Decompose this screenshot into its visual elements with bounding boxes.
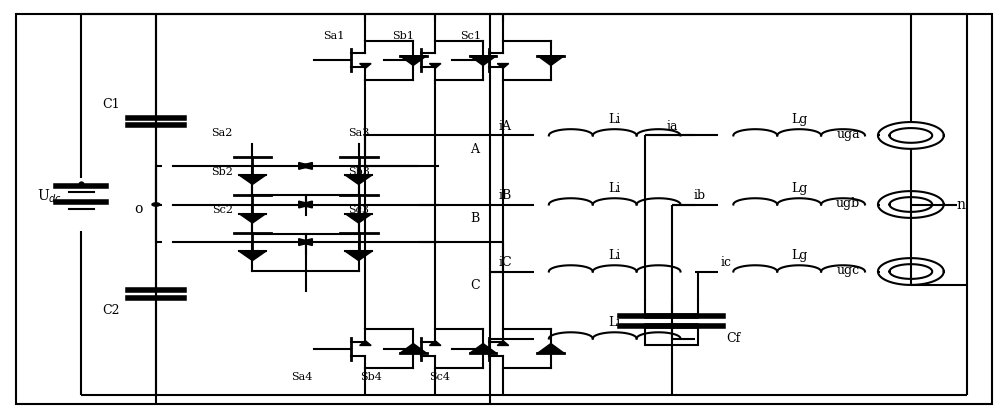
Text: iB: iB bbox=[498, 189, 512, 202]
Polygon shape bbox=[239, 214, 266, 223]
Polygon shape bbox=[345, 214, 372, 223]
Text: C1: C1 bbox=[102, 99, 120, 112]
Text: Sc1: Sc1 bbox=[461, 31, 482, 40]
Polygon shape bbox=[360, 63, 371, 68]
Polygon shape bbox=[429, 341, 441, 346]
Text: uga: uga bbox=[836, 128, 860, 141]
Text: iC: iC bbox=[498, 256, 512, 269]
Text: iA: iA bbox=[498, 120, 511, 133]
Text: Li: Li bbox=[609, 249, 621, 262]
Polygon shape bbox=[400, 344, 427, 353]
Text: o: o bbox=[134, 202, 142, 216]
Polygon shape bbox=[299, 239, 312, 245]
Polygon shape bbox=[299, 162, 312, 169]
Text: Cf: Cf bbox=[726, 332, 740, 345]
Polygon shape bbox=[470, 56, 496, 65]
Polygon shape bbox=[239, 252, 266, 261]
Text: ia: ia bbox=[667, 120, 678, 133]
Polygon shape bbox=[360, 341, 371, 346]
Polygon shape bbox=[299, 239, 312, 245]
Polygon shape bbox=[239, 175, 266, 184]
Text: Lg: Lg bbox=[791, 182, 807, 195]
Text: Sb1: Sb1 bbox=[392, 31, 414, 40]
Polygon shape bbox=[470, 344, 496, 353]
Text: Sb2: Sb2 bbox=[211, 167, 233, 177]
Polygon shape bbox=[299, 162, 312, 169]
Text: Sa1: Sa1 bbox=[323, 31, 344, 40]
Text: Li: Li bbox=[609, 182, 621, 195]
Text: Lg: Lg bbox=[791, 113, 807, 126]
Polygon shape bbox=[345, 252, 372, 261]
Text: ib: ib bbox=[693, 189, 706, 202]
Text: n: n bbox=[956, 198, 965, 211]
Circle shape bbox=[152, 203, 160, 206]
Text: Sc2: Sc2 bbox=[212, 204, 233, 215]
Polygon shape bbox=[537, 56, 564, 65]
Text: Li: Li bbox=[609, 113, 621, 126]
Polygon shape bbox=[299, 201, 312, 208]
Text: U$_{dc}$: U$_{dc}$ bbox=[37, 188, 62, 205]
Polygon shape bbox=[345, 175, 372, 184]
Polygon shape bbox=[400, 56, 427, 65]
Text: ugb: ugb bbox=[836, 197, 860, 210]
Polygon shape bbox=[429, 63, 441, 68]
Text: Sb3: Sb3 bbox=[348, 167, 370, 177]
Text: A: A bbox=[471, 143, 480, 156]
Text: Sa3: Sa3 bbox=[348, 128, 369, 139]
Polygon shape bbox=[497, 63, 509, 68]
Text: C2: C2 bbox=[102, 303, 120, 317]
Text: B: B bbox=[470, 212, 480, 225]
Polygon shape bbox=[299, 201, 312, 208]
Text: ugc: ugc bbox=[837, 264, 860, 277]
Text: Sa2: Sa2 bbox=[211, 128, 233, 139]
Polygon shape bbox=[537, 344, 564, 353]
Text: Li: Li bbox=[609, 316, 621, 329]
Text: Lg: Lg bbox=[791, 249, 807, 262]
Text: Sc3: Sc3 bbox=[348, 204, 369, 215]
Text: ic: ic bbox=[721, 256, 732, 269]
Text: Sc4: Sc4 bbox=[429, 372, 450, 382]
Text: C: C bbox=[470, 279, 480, 292]
Polygon shape bbox=[497, 341, 509, 346]
Text: Sb4: Sb4 bbox=[360, 372, 382, 382]
Text: Sa4: Sa4 bbox=[291, 372, 312, 382]
